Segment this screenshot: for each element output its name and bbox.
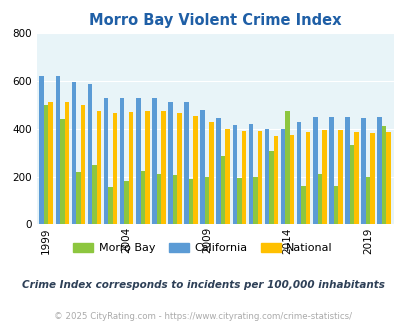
Bar — [87, 84, 92, 224]
Bar — [269, 151, 273, 224]
Bar — [104, 98, 108, 224]
Bar — [60, 119, 64, 224]
Bar — [381, 126, 386, 224]
Bar — [237, 178, 241, 224]
Bar — [193, 115, 197, 224]
Bar — [177, 113, 181, 224]
Bar — [333, 186, 337, 224]
Bar — [108, 187, 113, 224]
Bar — [136, 98, 140, 224]
Bar — [129, 112, 133, 224]
Text: © 2025 CityRating.com - https://www.cityrating.com/crime-statistics/: © 2025 CityRating.com - https://www.city… — [54, 312, 351, 321]
Bar — [44, 105, 48, 224]
Bar — [232, 125, 237, 224]
Bar — [273, 136, 277, 224]
Bar — [113, 113, 117, 224]
Bar — [312, 117, 317, 224]
Bar — [257, 131, 262, 224]
Bar — [317, 174, 321, 224]
Bar — [285, 111, 289, 224]
Bar — [360, 118, 365, 224]
Bar — [301, 186, 305, 224]
Bar — [365, 177, 369, 224]
Bar — [92, 165, 96, 224]
Bar — [289, 135, 294, 224]
Bar — [349, 146, 353, 224]
Bar — [369, 134, 374, 224]
Bar — [337, 130, 342, 224]
Bar — [140, 171, 145, 224]
Bar — [161, 111, 165, 224]
Bar — [184, 102, 188, 224]
Bar — [377, 117, 381, 224]
Bar — [353, 132, 358, 224]
Bar — [76, 172, 81, 224]
Bar — [264, 129, 269, 224]
Bar — [220, 156, 225, 224]
Bar — [152, 98, 156, 224]
Bar — [39, 76, 44, 224]
Bar — [248, 124, 253, 224]
Bar — [119, 98, 124, 224]
Legend: Morro Bay, California, National: Morro Bay, California, National — [68, 238, 337, 257]
Bar — [296, 121, 301, 224]
Bar — [386, 132, 390, 224]
Bar — [321, 130, 326, 224]
Bar — [64, 102, 69, 224]
Bar — [305, 132, 310, 224]
Bar — [216, 118, 220, 224]
Bar — [200, 110, 205, 224]
Bar — [96, 111, 101, 224]
Bar — [124, 182, 129, 224]
Bar — [55, 76, 60, 224]
Bar — [156, 174, 161, 224]
Title: Morro Bay Violent Crime Index: Morro Bay Violent Crime Index — [89, 13, 341, 28]
Bar — [188, 179, 193, 224]
Bar — [209, 121, 213, 224]
Text: Crime Index corresponds to incidents per 100,000 inhabitants: Crime Index corresponds to incidents per… — [21, 280, 384, 290]
Bar — [205, 177, 209, 224]
Bar — [71, 82, 76, 224]
Bar — [172, 175, 177, 224]
Bar — [328, 117, 333, 224]
Bar — [241, 131, 245, 224]
Bar — [253, 177, 257, 224]
Bar — [48, 102, 53, 224]
Bar — [81, 105, 85, 224]
Bar — [344, 117, 349, 224]
Bar — [225, 129, 229, 224]
Bar — [168, 102, 172, 224]
Bar — [280, 129, 285, 224]
Bar — [145, 111, 149, 224]
